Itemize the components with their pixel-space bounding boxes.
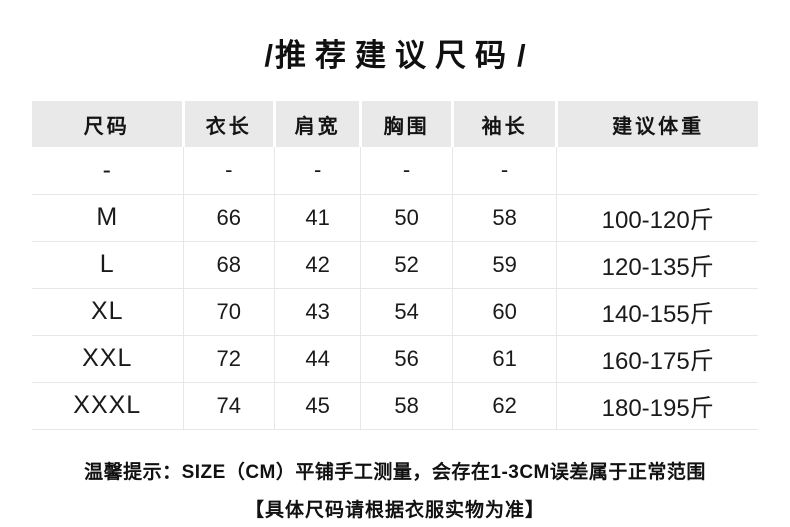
cell-weight: 140-155斤 (556, 287, 758, 336)
cell-length: 74 (182, 381, 275, 430)
cell-bust: 58 (360, 381, 453, 430)
cell-size: L (32, 240, 184, 289)
cell-weight: 180-195斤 (556, 381, 758, 430)
cell-length: 68 (182, 240, 275, 289)
cell-shoulder: 44 (273, 334, 362, 383)
cell-weight: 120-135斤 (556, 240, 758, 289)
cell-sleeve: 61 (451, 334, 558, 383)
cell-size: XXL (32, 334, 184, 383)
cell-shoulder: 42 (273, 240, 362, 289)
cell-shoulder: 45 (273, 381, 362, 430)
cell-weight: 100-120斤 (556, 193, 758, 242)
cell-length: - (182, 147, 275, 195)
cell-bust: - (360, 147, 453, 195)
header-sleeve: 袖长 (452, 101, 559, 147)
header-bust: 胸围 (360, 101, 454, 147)
table-header: 尺码 衣长 肩宽 胸围 袖长 建议体重 (32, 101, 758, 147)
cell-size: XL (32, 287, 184, 336)
cell-length: 66 (182, 193, 275, 242)
header-shoulder: 肩宽 (274, 101, 363, 147)
cell-size: XXXL (32, 381, 184, 430)
header-size: 尺码 (32, 101, 185, 147)
size-table: 尺码 衣长 肩宽 胸围 袖长 建议体重 - - - - - (32, 101, 758, 430)
cell-bust: 52 (360, 240, 453, 289)
measurement-note: 温馨提示：SIZE（CM）平铺手工测量，会存在1-3CM误差属于正常范围 【具体… (0, 457, 790, 522)
size-table-container: 尺码 衣长 肩宽 胸围 袖长 建议体重 - - - - - (32, 101, 758, 430)
table-row: XXXL 74 45 58 62 180-195斤 (32, 381, 758, 430)
title-slash-left: / (264, 38, 273, 73)
cell-bust: 56 (360, 334, 453, 383)
table-row: XL 70 43 54 60 140-155斤 (32, 287, 758, 336)
table-row: M 66 41 50 58 100-120斤 (32, 193, 758, 242)
cell-shoulder: 41 (273, 193, 362, 242)
cell-sleeve: 58 (451, 193, 558, 242)
title-text: 推荐建议尺码 (275, 38, 515, 73)
cell-shoulder: - (273, 147, 362, 195)
cell-sleeve: 60 (451, 287, 558, 336)
header-length: 衣长 (183, 101, 276, 147)
cell-shoulder: 43 (273, 287, 362, 336)
cell-sleeve: - (451, 147, 558, 195)
cell-weight: 160-175斤 (556, 334, 758, 383)
cell-bust: 54 (360, 287, 453, 336)
table-row: XXL 72 44 56 61 160-175斤 (32, 334, 758, 383)
cell-sleeve: 59 (451, 240, 558, 289)
cell-sleeve: 62 (451, 381, 558, 430)
table-body: - - - - - M 66 41 50 58 100-120斤 L (32, 147, 758, 430)
cell-weight (556, 147, 758, 195)
note-line-tolerance: 温馨提示：SIZE（CM）平铺手工测量，会存在1-3CM误差属于正常范围 (84, 461, 706, 483)
cell-length: 72 (182, 334, 275, 383)
cell-bust: 50 (360, 193, 453, 242)
table-row: - - - - - (32, 147, 758, 195)
header-row: 尺码 衣长 肩宽 胸围 袖长 建议体重 (32, 101, 758, 147)
cell-size: M (32, 193, 184, 242)
header-weight: 建议体重 (556, 101, 758, 147)
title-slash-right: / (517, 38, 526, 73)
page-title: /推荐建议尺码/ (0, 30, 790, 75)
table-row: L 68 42 52 59 120-135斤 (32, 240, 758, 289)
cell-length: 70 (182, 287, 275, 336)
cell-size: - (32, 147, 184, 195)
note-line-disclaimer: 【具体尺码请根据衣服实物为准】 (244, 499, 545, 521)
